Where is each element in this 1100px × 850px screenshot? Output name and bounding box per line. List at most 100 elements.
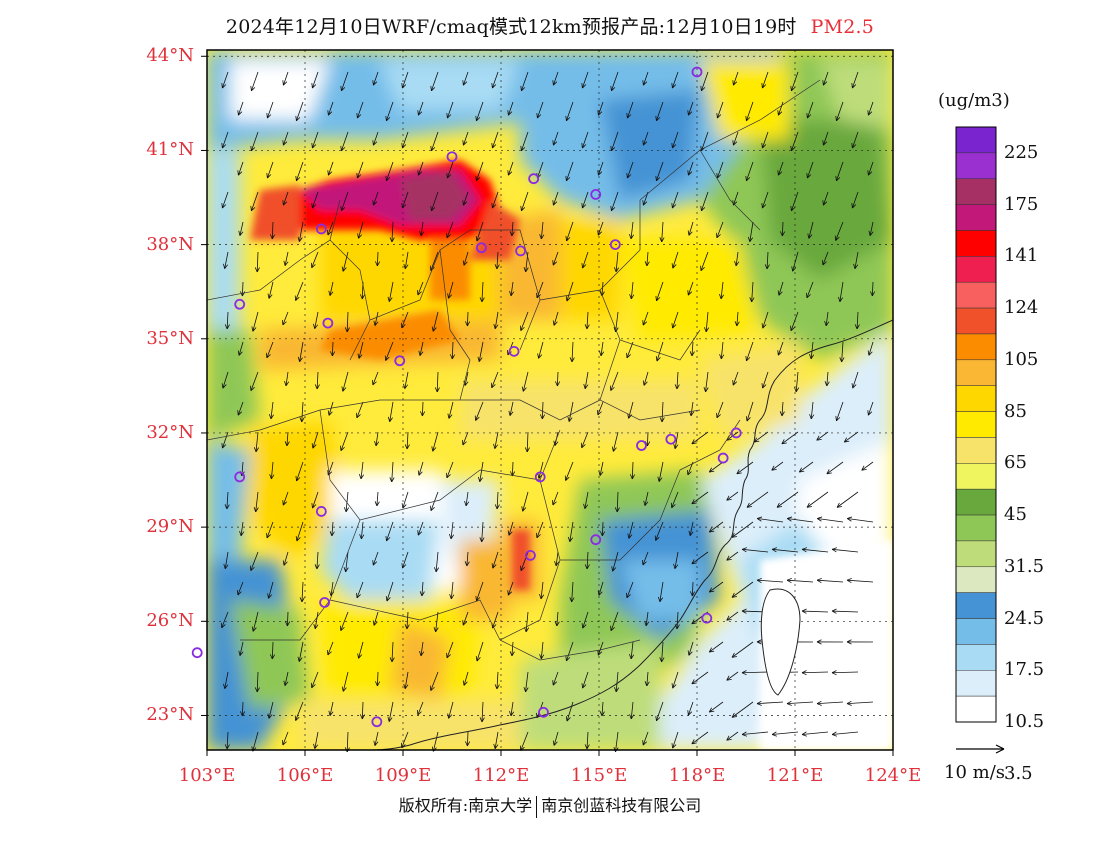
wind-arrow [327, 101, 334, 116]
wind-arrow [283, 251, 289, 266]
wind-arrow [777, 161, 784, 176]
wind-arrow [294, 701, 304, 721]
wind-arrow [726, 551, 739, 561]
wind-arrow [734, 311, 740, 327]
wind-arrow [429, 671, 439, 691]
colorbar-unit: (ug/m3) [938, 90, 1010, 111]
wind-arrow [836, 491, 859, 508]
wind-arrow [581, 191, 589, 209]
wind-arrow [509, 281, 515, 297]
wind-arrow [851, 131, 859, 149]
wind-arrow [824, 371, 830, 387]
wind-arrow [708, 641, 724, 653]
city-marker [528, 173, 540, 185]
wind-arrow [433, 611, 439, 633]
wind-arrow [237, 581, 244, 596]
wind-arrow [565, 701, 574, 722]
wind-arrow [285, 611, 291, 627]
wind-vectors [220, 71, 876, 753]
wind-arrow [610, 191, 619, 212]
city-marker [691, 66, 703, 78]
wind-arrow [626, 161, 634, 179]
map-title: 2024年12月10日WRF/cmaq模式12km预报产品:12月10日19时 P… [0, 12, 1100, 39]
wind-arrow [343, 551, 349, 573]
wind-arrow [464, 491, 470, 507]
wind-arrow [297, 641, 304, 662]
wind-arrow [387, 281, 394, 302]
wind-arrow [385, 521, 394, 542]
wind-arrow [777, 281, 784, 296]
wind-arrow [372, 191, 379, 206]
wind-arrow [389, 221, 395, 243]
wind-arrow [340, 131, 349, 152]
wind-arrow [238, 641, 244, 656]
wind-arrow [417, 161, 424, 176]
city-marker [636, 440, 647, 451]
wind-arrow [687, 701, 694, 716]
wind-arrow [283, 671, 289, 686]
wind-arrow [708, 701, 724, 713]
wind-arrow [554, 611, 560, 627]
wind-arrow [716, 401, 724, 419]
wind-arrow [708, 581, 724, 593]
colorbar-label: 141 [1004, 245, 1039, 267]
wind-arrow [786, 700, 814, 706]
wind-arrow [434, 371, 440, 393]
wind-arrow [475, 161, 484, 182]
wind-arrow [801, 608, 829, 614]
city-marker [322, 317, 334, 329]
wind-arrow [822, 71, 829, 86]
wind-arrow [611, 431, 619, 452]
wind-arrow [584, 731, 590, 750]
wind-arrow [341, 251, 349, 272]
wind-arrow [509, 221, 515, 237]
wind-arrow [539, 581, 545, 600]
wind-arrow [474, 401, 484, 421]
wind-arrow [745, 341, 754, 362]
wind-arrow [642, 71, 649, 86]
wind-arrow [359, 701, 366, 720]
wind-arrow [375, 251, 381, 267]
lon-label: 106°E [276, 765, 334, 786]
wind-arrow [507, 581, 514, 596]
wind-arrow [284, 431, 290, 447]
wind-arrow [565, 281, 574, 302]
wind-arrow [642, 551, 649, 566]
wind-arrow [867, 101, 874, 116]
wind-arrow [749, 281, 755, 303]
wind-arrow [816, 431, 829, 441]
wind-arrow [581, 671, 589, 689]
wind-arrow [311, 191, 319, 209]
wind-arrow [629, 281, 635, 300]
wind-arrow [523, 671, 529, 693]
lon-label: 109°E [374, 765, 432, 786]
wind-arrow [417, 521, 424, 536]
wind-arrow [431, 431, 439, 452]
wind-arrow [284, 371, 290, 387]
wind-arrow [741, 547, 769, 553]
wind-arrow [790, 191, 799, 212]
wind-arrow [373, 731, 379, 746]
wind-arrow [389, 461, 395, 483]
colorbar-band [955, 670, 997, 697]
wind-arrow [340, 71, 349, 92]
wind-arrow [401, 131, 409, 149]
wind-arrow [250, 131, 259, 152]
wind-arrow [447, 701, 454, 719]
wind-arrow [704, 311, 710, 333]
wind-arrow [356, 161, 364, 179]
wind-arrow [687, 161, 694, 176]
wind-arrow [691, 671, 709, 685]
wind-arrow [777, 341, 784, 356]
wind-arrow [537, 341, 544, 359]
wind-arrow [447, 401, 454, 419]
wind-arrow [462, 671, 469, 686]
colorbar-label: 45 [1004, 504, 1027, 526]
city-marker [701, 612, 713, 624]
wind-arrow [726, 491, 739, 501]
wind-arrow [569, 341, 575, 363]
wind-arrow [761, 371, 769, 389]
wind-arrow [700, 71, 709, 92]
wind-arrow [417, 101, 424, 116]
wind-arrow [790, 71, 799, 92]
